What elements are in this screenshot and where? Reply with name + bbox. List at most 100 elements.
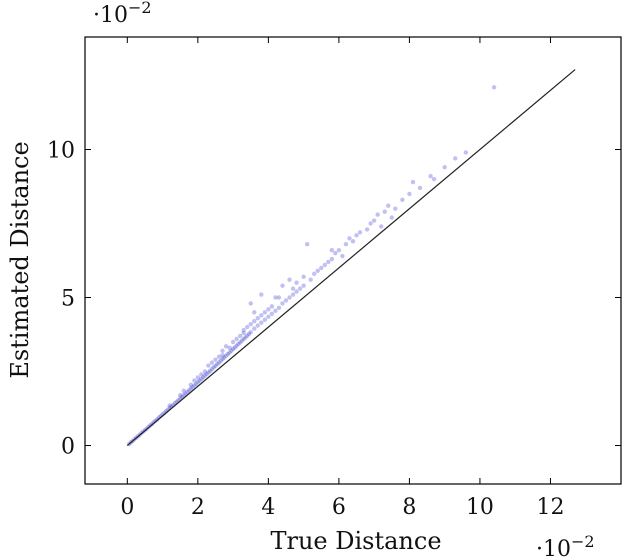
data-point [220,353,225,358]
data-point [215,361,220,367]
data-point [280,283,285,288]
data-point [248,321,253,327]
data-point [237,340,243,345]
x-tick-label: 6 [332,495,346,520]
data-point [230,339,236,345]
data-point [211,365,216,370]
data-point [294,289,299,294]
data-point [294,280,299,285]
data-point [167,403,172,408]
data-point [304,242,310,247]
data-point [241,327,246,333]
data-point [185,389,190,395]
data-point [379,224,384,229]
x-axis-scale-label: ·10−2 [536,532,595,560]
data-point [400,197,405,203]
data-point [259,292,264,297]
data-point [276,305,282,311]
data-point [273,295,278,300]
data-point [207,368,213,374]
data-point [202,369,208,374]
data-point [245,333,250,338]
data-point [229,348,234,353]
data-point [343,242,349,247]
data-point [227,345,232,351]
data-point [290,292,296,297]
data-point [389,215,394,220]
data-point [329,256,335,262]
data-point [213,363,218,369]
data-point [190,384,195,390]
data-point [453,156,458,161]
data-point [428,173,433,179]
data-point [262,310,268,315]
data-point [220,356,225,362]
data-point [308,277,313,282]
data-point [188,382,193,388]
data-point [237,333,243,339]
data-points [126,85,497,447]
data-point [241,330,246,336]
data-point [202,373,208,378]
data-point [236,341,241,347]
data-point [393,206,398,211]
data-point [193,381,199,387]
data-point [155,416,160,422]
x-tick-label: 8 [402,495,416,520]
data-point [216,360,222,365]
data-point [269,311,275,316]
data-point [178,392,183,398]
data-point [252,310,257,315]
data-point [248,301,253,306]
data-point [347,236,352,241]
data-point [192,378,197,383]
data-point [329,247,335,253]
data-point [442,165,447,170]
data-point [357,230,363,235]
data-point [199,376,204,382]
data-point [227,350,232,355]
data-point [319,265,324,271]
data-point [322,262,327,268]
data-point [200,375,206,380]
data-point [269,304,275,309]
data-point [368,221,373,226]
x-axis-label: True Distance [270,527,441,555]
data-point [223,353,229,359]
data-point [301,274,306,279]
data-point [195,375,201,380]
data-point [290,286,296,291]
data-point [407,191,412,197]
data-point [340,253,345,259]
data-point [230,346,236,352]
data-point [326,259,331,265]
y-axis-scale-label: ·10−2 [93,0,152,28]
data-point [375,212,380,217]
data-point [259,313,264,318]
data-point [333,250,338,256]
data-point [241,336,246,342]
data-point [186,388,192,393]
x-tick-label: 12 [536,495,564,520]
data-point [386,203,391,208]
data-point [181,392,186,398]
data-point [287,295,292,300]
data-point [410,179,416,185]
data-point [371,218,377,223]
data-point [243,335,248,340]
data-point [283,298,289,303]
data-point [350,239,356,244]
data-point [239,338,245,343]
x-axis-ticks: 0 2 4 6 8 10 12 [120,37,564,520]
data-point [463,150,469,155]
data-point [315,268,320,274]
data-point [312,271,317,277]
data-point [234,343,239,348]
data-point [209,366,215,372]
data-point [276,295,282,300]
plot-area [84,36,622,485]
data-point [266,307,271,312]
data-point [225,351,231,357]
data-point [199,372,204,377]
